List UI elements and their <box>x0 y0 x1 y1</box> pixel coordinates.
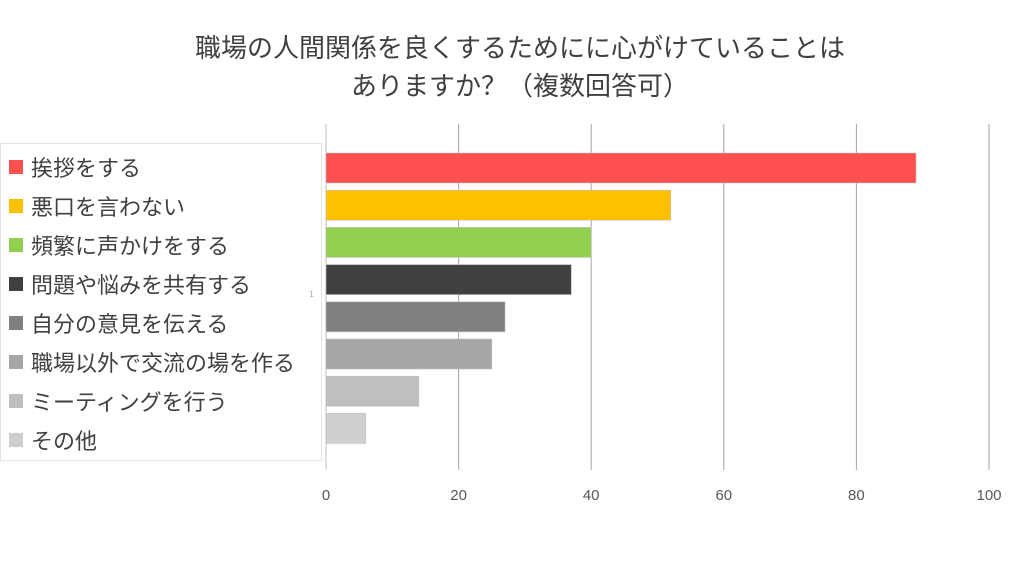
legend-swatch <box>9 394 23 408</box>
x-tick-label: 60 <box>715 487 732 504</box>
legend-swatch <box>9 199 23 213</box>
legend-swatch <box>9 160 23 174</box>
chart-title: 職場の人間関係を良くするためにに心がけていることは ありますか？（複数回答可） <box>170 30 870 106</box>
x-tick-label: 40 <box>583 487 600 504</box>
legend-swatch <box>9 355 23 369</box>
legend-swatch <box>9 433 23 447</box>
x-tick-label: 80 <box>848 487 865 504</box>
legend-label: 職場以外で交流の場を作る <box>31 352 296 377</box>
bar <box>325 264 572 295</box>
stray-mark: 1 <box>309 290 315 299</box>
x-axis-ticks: 0 20 40 60 80 100 <box>322 487 1002 504</box>
legend-label: 悪口を言わない <box>31 196 186 221</box>
x-tick-label: 0 <box>322 487 330 504</box>
chart-legend: 挨拶をする 悪口を言わない 頻繁に声かけをする 問題や悩みを共有する 自分の意見… <box>0 143 322 461</box>
x-tick-label: 20 <box>450 487 467 504</box>
legend-item: ミーティングを行う <box>9 386 228 416</box>
bar <box>325 375 420 407</box>
x-tick-label: 100 <box>976 487 1001 504</box>
bar <box>325 413 367 444</box>
bar <box>325 227 592 258</box>
legend-label: 頻繁に声かけをする <box>31 235 230 260</box>
bar <box>325 301 506 333</box>
legend-swatch <box>9 238 23 252</box>
legend-swatch <box>9 277 23 291</box>
bars <box>325 152 917 444</box>
legend-label: 挨拶をする <box>31 157 142 182</box>
bar <box>325 338 493 370</box>
chart-title-line-2: ありますか？（複数回答可） <box>350 72 689 102</box>
bar <box>325 152 917 184</box>
legend-swatch <box>9 316 23 330</box>
legend-item: 職場以外で交流の場を作る <box>9 347 295 377</box>
legend-label: ミーティングを行う <box>31 391 228 416</box>
bar <box>325 189 672 221</box>
legend-label: 問題や悩みを共有する <box>31 274 252 299</box>
legend-label: その他 <box>31 430 98 455</box>
legend-item: 挨拶をする <box>9 152 141 182</box>
legend-item: 問題や悩みを共有する <box>9 269 251 299</box>
chart-title-line-1: 職場の人間関係を良くするためにに心がけていることは <box>194 34 845 64</box>
legend-item: その他 <box>9 425 97 455</box>
legend-item: 頻繁に声かけをする <box>9 230 229 260</box>
legend-item: 自分の意見を伝える <box>9 308 228 338</box>
legend-item: 悪口を言わない <box>9 191 185 221</box>
legend-label: 自分の意見を伝える <box>31 313 229 338</box>
